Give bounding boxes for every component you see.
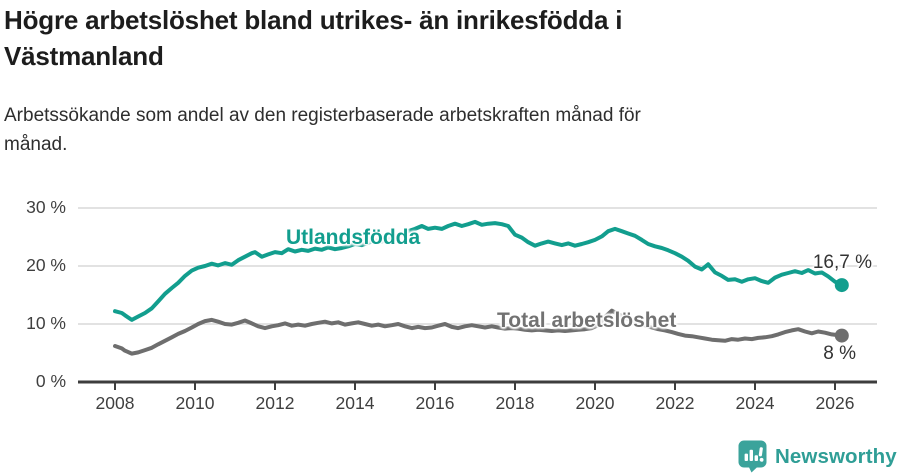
x-tick-label: 2024 — [735, 393, 775, 413]
newsworthy-wordmark: Newsworthy — [775, 444, 897, 468]
x-tick-label: 2026 — [815, 393, 855, 413]
x-tick-label: 2020 — [575, 393, 615, 413]
bar-chart-glyph — [744, 447, 764, 462]
newsworthy-logo-link[interactable]: Newsworthy — [738, 440, 897, 473]
x-tick-label: 2008 — [95, 393, 135, 413]
series-label-utlandsfodda: Utlandsfödda — [286, 226, 421, 249]
x-tick-label: 2018 — [495, 393, 535, 413]
x-tick-label: 2022 — [655, 393, 695, 413]
x-tick-label: 2014 — [335, 393, 375, 413]
end-value-total: 8 % — [823, 343, 856, 364]
chart-subtitle: Arbetssökande som andel av den registerb… — [4, 105, 641, 155]
y-tick-label: 30 % — [26, 197, 66, 217]
end-value-utlandsfodda: 16,7 % — [812, 252, 872, 273]
newsworthy-badge-icon — [738, 440, 767, 473]
x-tick-label: 2016 — [415, 393, 455, 413]
x-tick-label: 2012 — [255, 393, 295, 413]
x-tick-label: 2010 — [175, 393, 215, 413]
series-label-total-arbetsloshet: Total arbetslöshet — [497, 309, 677, 332]
y-tick-label: 10 % — [26, 313, 66, 333]
y-tick-label: 0 % — [35, 371, 66, 391]
page-title: Högre arbetslöshet bland utrikes- än inr… — [4, 5, 623, 71]
y-tick-label: 20 % — [26, 255, 66, 275]
